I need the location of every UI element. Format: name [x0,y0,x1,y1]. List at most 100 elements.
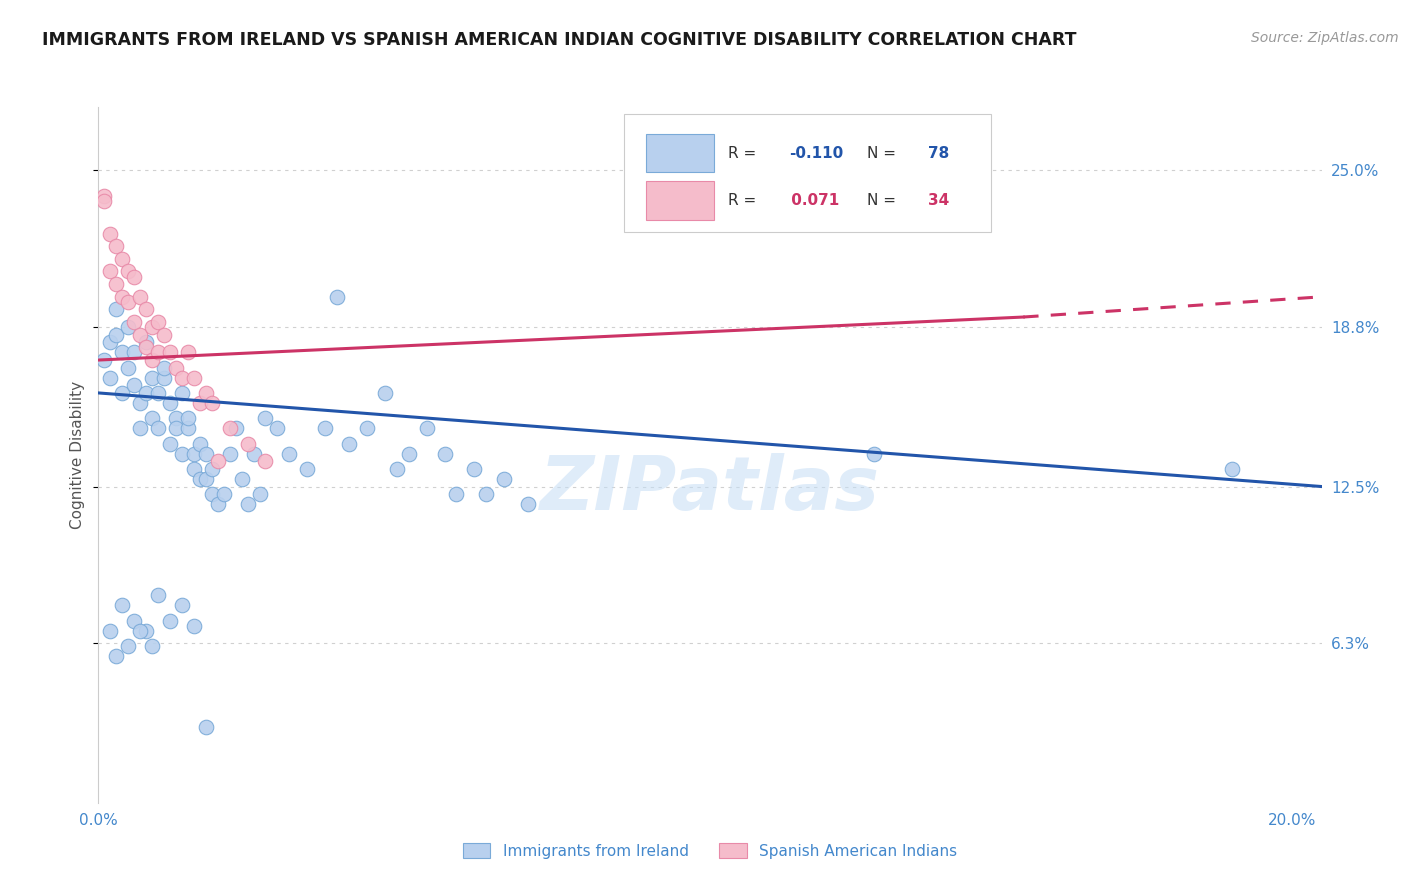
Text: N =: N = [866,146,900,161]
Point [183,618,205,632]
Point [141,320,163,334]
Point [188,396,211,410]
Point [122,315,145,329]
Point [415,421,437,435]
Point [170,386,193,401]
Point [105,239,128,253]
Point [863,447,886,461]
Text: 34: 34 [928,194,949,209]
Point [231,472,253,486]
Point [135,335,157,350]
Point [170,599,193,613]
Point [117,320,139,334]
Point [141,639,163,653]
Text: 0.071: 0.071 [786,194,839,209]
Point [194,386,217,401]
Point [177,345,200,359]
Point [93,194,115,208]
Point [170,370,193,384]
Point [98,264,121,278]
Point [122,378,145,392]
Point [183,370,205,384]
Point [129,290,152,304]
Point [153,360,176,375]
Point [278,447,301,461]
Point [266,421,288,435]
Point [398,447,420,461]
Text: IMMIGRANTS FROM IRELAND VS SPANISH AMERICAN INDIAN COGNITIVE DISABILITY CORRELAT: IMMIGRANTS FROM IRELAND VS SPANISH AMERI… [42,31,1077,49]
Point [153,370,176,384]
FancyBboxPatch shape [624,114,991,232]
Point [165,421,187,435]
Text: ZIPatlas: ZIPatlas [540,453,880,526]
Point [93,353,115,368]
Point [146,315,169,329]
Point [117,264,139,278]
Point [159,614,181,628]
Point [201,396,224,410]
Point [225,421,247,435]
Point [517,497,540,511]
Point [111,252,134,266]
Point [337,436,360,450]
Point [170,447,193,461]
Point [129,396,152,410]
Point [111,290,134,304]
Point [141,353,163,368]
Point [201,487,224,501]
Point [111,599,134,613]
Point [212,487,235,501]
Point [254,454,277,468]
Point [117,294,139,309]
Point [475,487,498,501]
Point [93,188,115,202]
Bar [647,181,714,219]
Point [159,436,181,450]
Point [207,454,229,468]
Point [117,639,139,653]
Point [194,472,217,486]
Point [183,462,205,476]
Point [194,720,217,734]
Point [218,447,240,461]
Point [135,340,157,354]
Point [117,360,139,375]
Point [122,269,145,284]
Point [165,360,187,375]
Point [236,436,259,450]
Point [141,411,163,425]
Point [236,497,259,511]
Point [374,386,396,401]
Point [433,447,456,461]
Point [141,370,163,384]
Point [98,370,121,384]
Point [105,302,128,317]
Point [254,411,277,425]
Point [1220,462,1243,476]
Point [159,396,181,410]
Legend: Immigrants from Ireland, Spanish American Indians: Immigrants from Ireland, Spanish America… [457,837,963,864]
Text: -0.110: -0.110 [790,146,844,161]
Point [135,302,157,317]
Point [135,386,157,401]
Point [146,386,169,401]
Y-axis label: Cognitive Disability: Cognitive Disability [70,381,86,529]
Point [356,421,378,435]
Point [122,345,145,359]
Point [159,345,181,359]
Point [201,462,224,476]
Point [129,421,152,435]
Point [146,421,169,435]
Point [146,345,169,359]
Text: R =: R = [728,194,762,209]
Point [111,345,134,359]
Point [194,447,217,461]
Text: R =: R = [728,146,762,161]
Point [893,163,915,178]
Point [122,614,145,628]
Point [111,386,134,401]
Point [494,472,516,486]
Point [242,447,264,461]
Point [326,290,349,304]
Text: Source: ZipAtlas.com: Source: ZipAtlas.com [1251,31,1399,45]
